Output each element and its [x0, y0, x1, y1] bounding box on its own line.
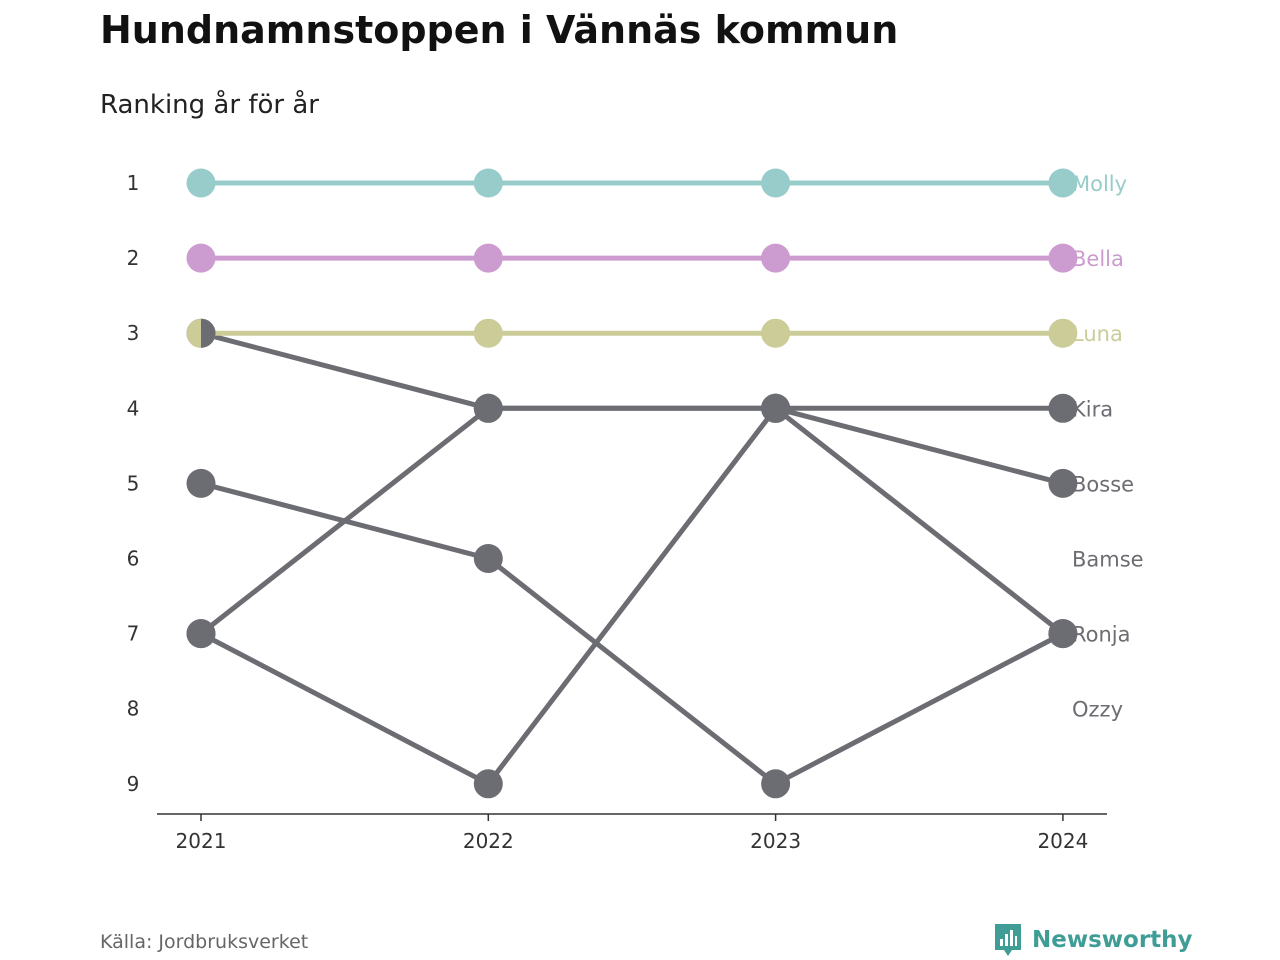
- series-labels: Molly Bella Luna Kira Bosse Bamse Ronja Ozzy: [1072, 172, 1144, 722]
- series-points: [186, 168, 1078, 799]
- point-ronja-2023: [761, 393, 791, 423]
- chart-title: Hundnamnstoppen i Vännäs kommun: [100, 8, 899, 52]
- brand-logo: Newsworthy: [993, 922, 1193, 958]
- point-bosse-2024: [1048, 468, 1078, 498]
- x-axis: 2021 2022 2023 2024: [157, 813, 1107, 853]
- point-ronja-2022: [473, 769, 503, 799]
- series-label-ozzy: Ozzy: [1072, 698, 1123, 722]
- y-tick-label: 3: [127, 321, 140, 345]
- series-label-bella: Bella: [1072, 247, 1124, 271]
- series-label-kira: Kira: [1072, 397, 1113, 421]
- series-label-luna: Luna: [1072, 322, 1123, 346]
- point-luna-2022: [473, 318, 503, 348]
- x-tick-label: 2023: [750, 829, 801, 853]
- point-luna-2024: [1048, 318, 1078, 348]
- series-label-ronja: Ronja: [1072, 623, 1131, 647]
- point-molly-2023: [761, 168, 791, 198]
- y-tick-label: 7: [127, 622, 140, 646]
- y-tick-label: 2: [127, 246, 140, 270]
- point-bamse-2021: [186, 468, 216, 498]
- series-label-bosse: Bosse: [1072, 472, 1134, 496]
- point-ronja-2024: [1048, 619, 1078, 649]
- series-line-ronja: [199, 405, 1065, 787]
- point-bamse-2023: [761, 769, 791, 799]
- y-tick-label: 6: [127, 547, 140, 571]
- brand-name: Newsworthy: [1032, 927, 1193, 953]
- series-line-kira: [200, 330, 1063, 411]
- y-axis-ticks: 1 2 3 4 5 6 7 8 9: [127, 171, 140, 796]
- chart-subtitle: Ranking år för år: [100, 90, 319, 120]
- source-note: Källa: Jordbruksverket: [100, 931, 309, 953]
- point-molly-2021: [186, 168, 216, 198]
- series-label-bamse: Bamse: [1072, 548, 1144, 572]
- point-bella-2022: [473, 243, 503, 273]
- point-bosse-2022: [473, 393, 503, 423]
- ranking-chart: 2021 2022 2023 2024 1 2 3 4 5 6 7 8 9 Molly Bella Lun…: [127, 168, 1144, 853]
- point-bella-2024: [1048, 243, 1078, 273]
- point-bella-2021: [186, 243, 216, 273]
- x-tick-label: 2022: [463, 829, 514, 853]
- point-molly-2024: [1048, 168, 1078, 198]
- series-label-molly: Molly: [1072, 172, 1127, 196]
- point-ronja-2021: [186, 619, 216, 649]
- point-bamse-2022: [473, 544, 503, 573]
- point-kira-2021-half: [201, 318, 216, 348]
- y-tick-label: 9: [127, 772, 140, 796]
- series-line-bamse: [200, 480, 1065, 787]
- series-lines: [199, 180, 1065, 787]
- point-molly-2022: [473, 168, 503, 198]
- point-bella-2023: [761, 243, 791, 273]
- y-tick-label: 5: [127, 471, 140, 495]
- bar-chart-bubble-icon: [995, 924, 1021, 956]
- x-tick-label: 2024: [1037, 829, 1088, 853]
- point-kira-2024: [1048, 393, 1078, 423]
- y-tick-label: 8: [127, 697, 140, 721]
- x-tick-label: 2021: [176, 829, 227, 853]
- y-tick-label: 4: [127, 396, 140, 420]
- y-tick-label: 1: [127, 171, 140, 195]
- point-luna-2023: [761, 318, 791, 348]
